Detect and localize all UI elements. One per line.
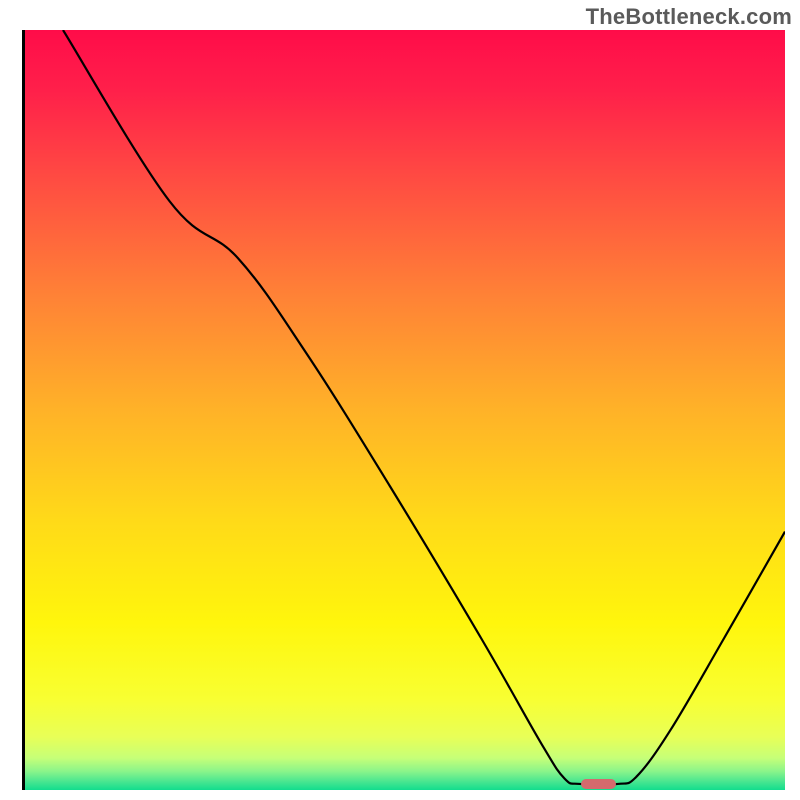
chart-svg: [25, 30, 785, 790]
gradient-fill: [25, 30, 785, 790]
optimal-marker: [581, 779, 616, 790]
plot-area: [22, 30, 782, 790]
watermark-text: TheBottleneck.com: [586, 4, 792, 30]
